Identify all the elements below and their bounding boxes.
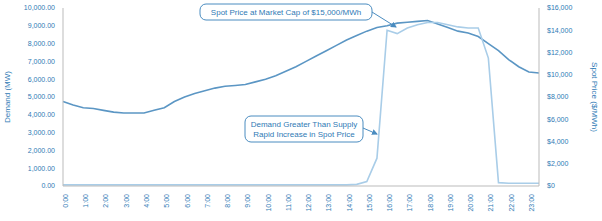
svg-text:3,000.00: 3,000.00 [28,129,55,136]
svg-text:0.00: 0.00 [41,182,55,189]
svg-text:$2,000: $2,000 [547,160,569,167]
svg-text:$16,000: $16,000 [547,4,572,11]
svg-text:7,000.00: 7,000.00 [28,58,55,65]
svg-text:0:00: 0:00 [62,194,69,208]
svg-text:$4,000: $4,000 [547,138,569,145]
svg-text:$8,000: $8,000 [547,93,569,100]
svg-text:2:00: 2:00 [102,194,109,208]
svg-text:$14,000: $14,000 [547,27,572,34]
svg-text:16:00: 16:00 [386,194,393,212]
svg-text:19:00: 19:00 [447,194,454,212]
svg-text:21:00: 21:00 [487,194,494,212]
svg-text:13:00: 13:00 [325,194,332,212]
svg-text:5,000.00: 5,000.00 [28,93,55,100]
svg-text:$0: $0 [547,182,555,189]
svg-text:18:00: 18:00 [427,194,434,212]
svg-text:1:00: 1:00 [82,194,89,208]
svg-text:Spot Price ($/MWh): Spot Price ($/MWh) [590,62,594,132]
svg-text:10,000.00: 10,000.00 [24,4,55,11]
svg-text:4,000.00: 4,000.00 [28,111,55,118]
svg-text:12:00: 12:00 [305,194,312,212]
svg-text:6:00: 6:00 [184,194,191,208]
svg-text:8,000.00: 8,000.00 [28,40,55,47]
svg-text:1,000.00: 1,000.00 [28,165,55,172]
svg-text:9,000.00: 9,000.00 [28,22,55,29]
svg-text:9:00: 9:00 [244,194,251,208]
svg-text:7:00: 7:00 [204,194,211,208]
svg-text:8:00: 8:00 [224,194,231,208]
svg-text:10:00: 10:00 [265,194,272,212]
svg-text:17:00: 17:00 [406,194,413,212]
svg-text:Demand (MW): Demand (MW) [8,71,12,123]
svg-text:4:00: 4:00 [143,194,150,208]
svg-text:$12,000: $12,000 [547,49,572,56]
svg-text:6,000.00: 6,000.00 [28,76,55,83]
svg-text:23:00: 23:00 [528,194,535,212]
svg-text:15:00: 15:00 [366,194,373,212]
svg-text:Spot Price at Market Cap of $1: Spot Price at Market Cap of $15,000/MWh [211,8,361,17]
svg-text:2,000.00: 2,000.00 [28,147,55,154]
svg-text:5:00: 5:00 [163,194,170,208]
svg-text:20:00: 20:00 [467,194,474,212]
svg-text:Demand Greater Than Supply: Demand Greater Than Supply [251,120,358,129]
svg-text:$10,000: $10,000 [547,71,572,78]
svg-text:$6,000: $6,000 [547,116,569,123]
svg-text:14:00: 14:00 [346,194,353,212]
svg-text:Rapid Increase in Spot Price: Rapid Increase in Spot Price [253,130,355,139]
svg-text:11:00: 11:00 [285,194,292,211]
svg-text:22:00: 22:00 [508,194,515,212]
svg-text:3:00: 3:00 [123,194,130,208]
